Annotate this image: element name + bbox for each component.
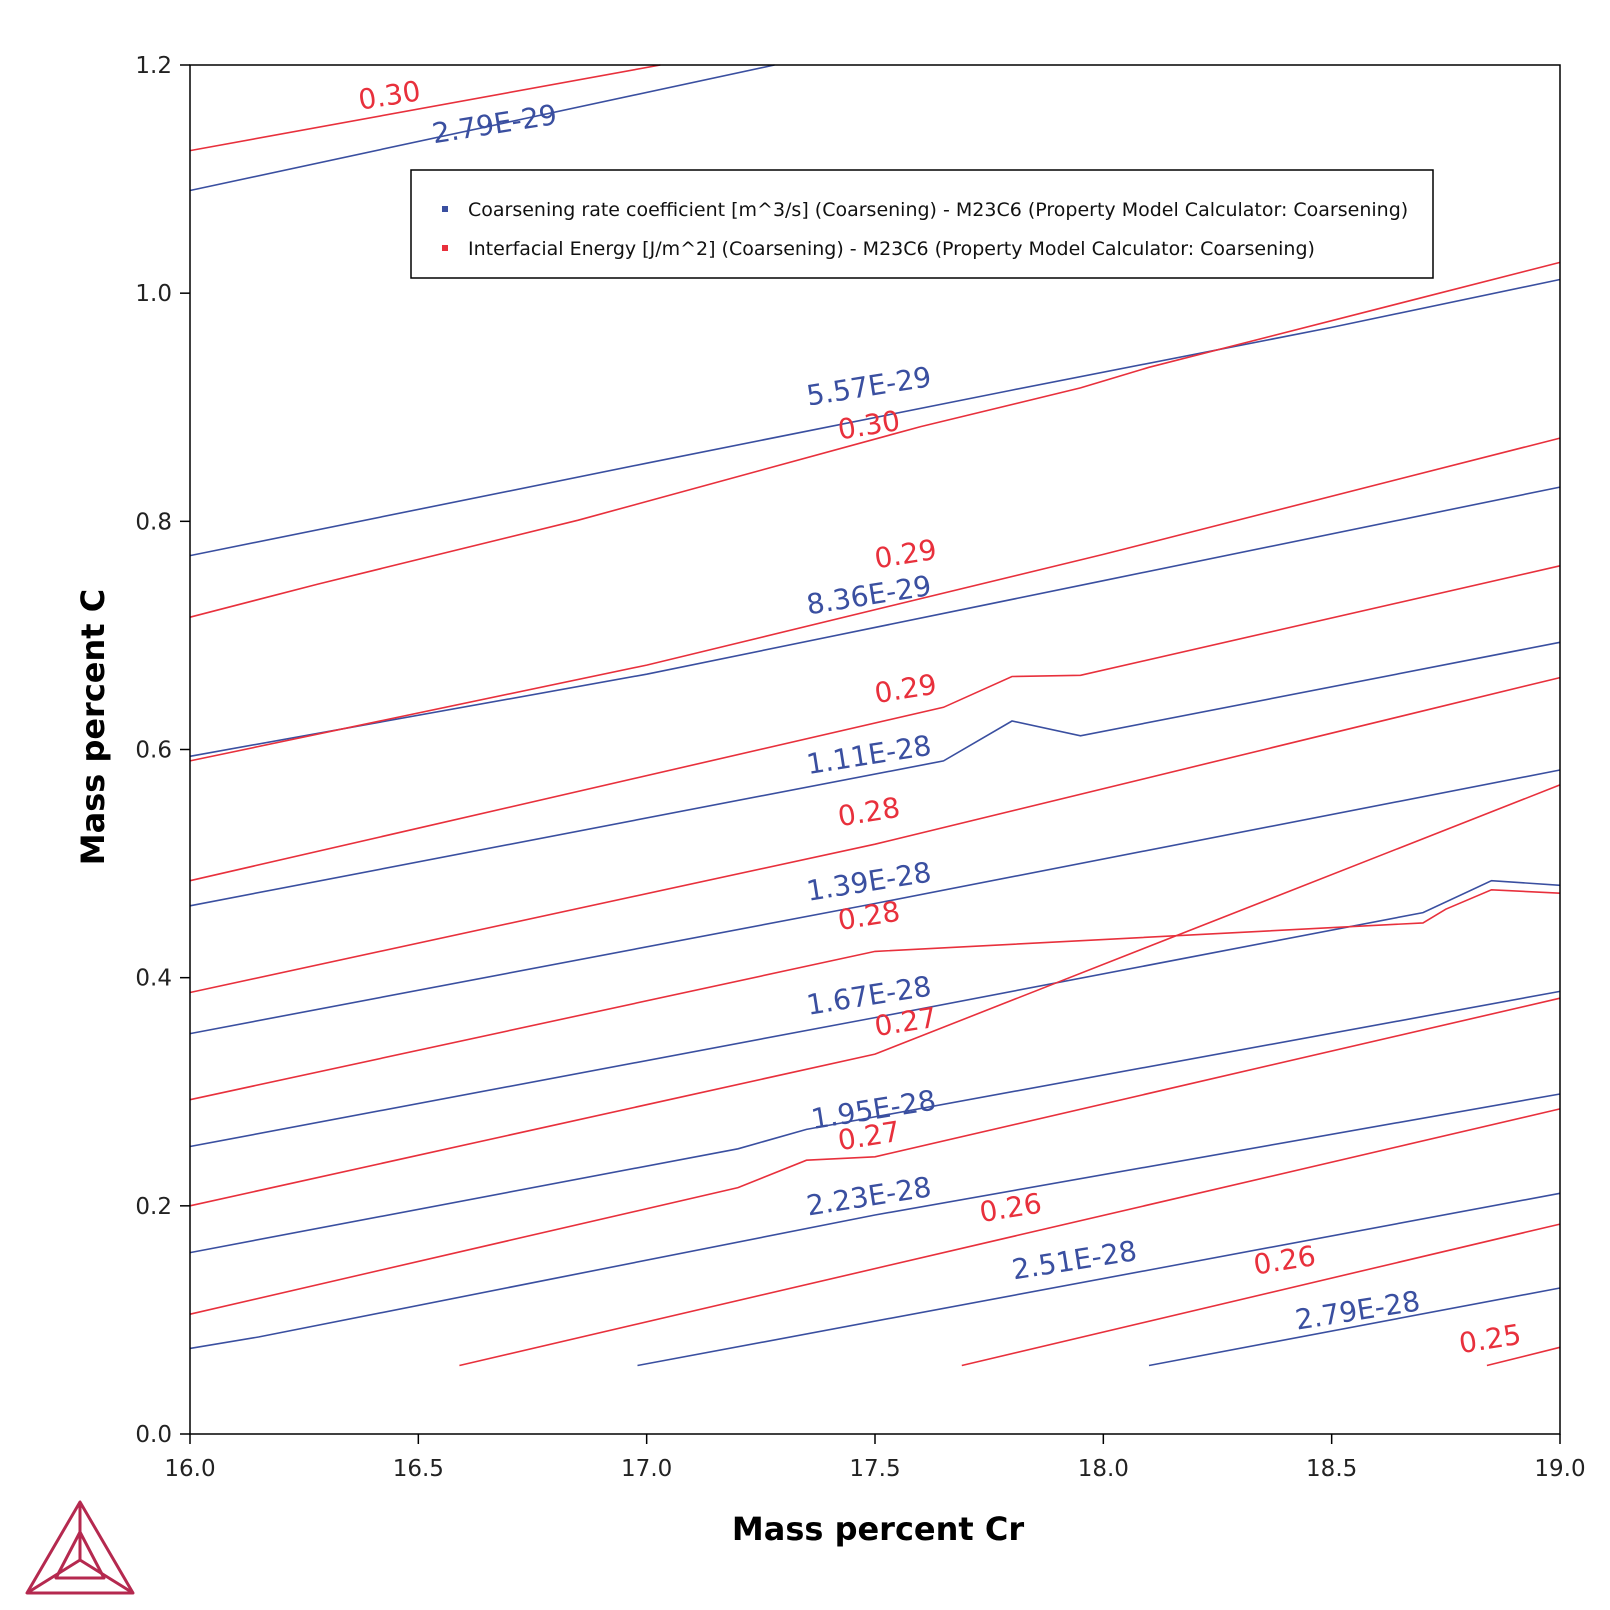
x-tick-label: 16.5 xyxy=(393,1456,444,1482)
x-tick-label: 16.0 xyxy=(164,1456,215,1482)
coarsening-contour-label: 2.79E-28 xyxy=(1293,1284,1422,1336)
energy-contour-label: 0.28 xyxy=(836,791,903,833)
x-axis-title: Mass percent Cr xyxy=(732,1510,1024,1548)
y-tick-label: 1.2 xyxy=(135,53,172,79)
coarsening-contour-line xyxy=(189,278,1561,557)
legend-label-energy: Interfacial Energy [J/m^2] (Coarsening) … xyxy=(468,238,1315,260)
coarsening-contour-line xyxy=(189,769,1561,1035)
energy-contour-label: 0.26 xyxy=(1251,1239,1318,1281)
energy-contour-line xyxy=(189,565,1561,882)
logo-spoke xyxy=(26,1558,81,1595)
energy-contour-line xyxy=(1486,1346,1561,1367)
coarsening-contour-line xyxy=(189,1093,1561,1350)
energy-contour-line xyxy=(189,997,1561,1315)
logo-outer-triangle xyxy=(25,1500,135,1595)
x-axis: 16.0 16.5 17.0 17.5 18.0 18.5 19.0 xyxy=(164,1434,1586,1482)
x-tick-label: 19.0 xyxy=(1534,1456,1585,1482)
energy-contour-line xyxy=(189,676,1561,994)
y-tick-label: 0.8 xyxy=(135,509,172,535)
energy-contour-line xyxy=(189,261,1561,618)
coarsening-contour-line xyxy=(189,64,775,192)
logo-inner-triangle xyxy=(54,1530,106,1580)
coarsening-contour-label: 5.57E-29 xyxy=(804,360,933,412)
coarsening-contour-line xyxy=(1148,1287,1561,1367)
coarsening-contour-label: 1.11E-28 xyxy=(804,729,933,781)
x-tick-label: 18.5 xyxy=(1306,1456,1357,1482)
coarsening-contour-line xyxy=(189,641,1561,907)
coarsening-contour-line xyxy=(189,879,1561,1148)
legend-swatch-energy xyxy=(442,245,448,251)
energy-contour-label: 0.29 xyxy=(872,668,939,710)
contour-lines xyxy=(189,64,1561,1367)
x-tick-label: 17.5 xyxy=(849,1456,900,1482)
y-axis-title: Mass percent C xyxy=(74,589,112,865)
y-tick-label: 0.6 xyxy=(135,738,172,764)
y-axis: 0.0 0.2 0.4 0.6 0.8 1.0 1.2 xyxy=(135,53,190,1448)
legend-swatch-coarsening xyxy=(442,206,448,212)
coarsening-contour-label: 2.79E-29 xyxy=(430,98,559,150)
y-tick-label: 0.2 xyxy=(135,1194,172,1220)
energy-contour-line xyxy=(189,437,1561,762)
y-tick-label: 0.4 xyxy=(135,966,172,992)
energy-contour-line xyxy=(961,1223,1561,1367)
logo-spoke xyxy=(79,1558,134,1595)
x-tick-label: 18.0 xyxy=(1078,1456,1129,1482)
energy-contour-line xyxy=(189,784,1561,1207)
coarsening-contour-label: 8.36E-29 xyxy=(804,569,933,621)
energy-contour-line xyxy=(189,888,1561,1101)
energy-contour-label: 0.26 xyxy=(977,1187,1044,1229)
coarsening-contour-label: 2.23E-28 xyxy=(804,1170,933,1222)
coarsening-contour-line xyxy=(189,990,1561,1254)
energy-contour-line xyxy=(189,64,661,152)
x-tick-label: 17.0 xyxy=(621,1456,672,1482)
y-tick-label: 0.0 xyxy=(135,1422,172,1448)
legend: Coarsening rate coefficient [m^3/s] (Coa… xyxy=(410,169,1434,279)
energy-contour-label: 0.29 xyxy=(872,533,939,575)
coarsening-contour-line xyxy=(189,486,1561,758)
thermo-calc-logo-icon xyxy=(25,1500,135,1595)
legend-label-coarsening: Coarsening rate coefficient [m^3/s] (Coa… xyxy=(468,199,1408,221)
y-tick-label: 1.0 xyxy=(135,281,172,307)
energy-contour-label: 0.25 xyxy=(1457,1318,1524,1360)
energy-contour-label: 0.30 xyxy=(836,404,903,446)
coarsening-contour-label: 2.51E-28 xyxy=(1010,1234,1139,1286)
legend-box xyxy=(410,169,1434,279)
coarsening-contour-line xyxy=(637,1192,1561,1367)
energy-contour-line xyxy=(459,1108,1561,1367)
